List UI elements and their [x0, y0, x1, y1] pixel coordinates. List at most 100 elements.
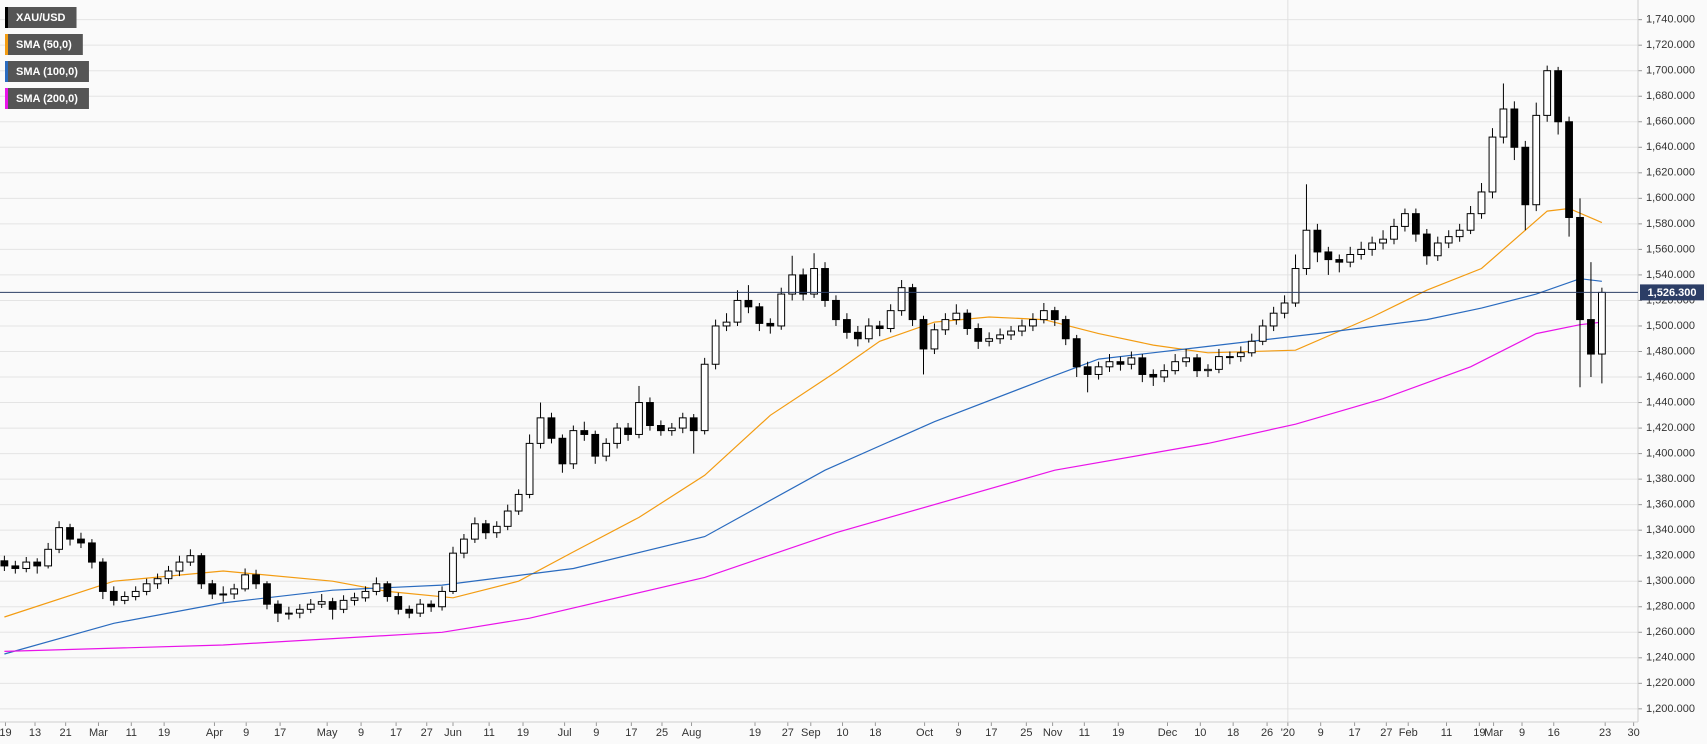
candle-body: [766, 322, 775, 327]
x-tick-label: 30: [1627, 727, 1639, 739]
candle-body: [558, 437, 567, 465]
y-tick-label: 1,220.000: [1646, 677, 1695, 689]
x-tick-label: 19: [158, 727, 170, 739]
y-tick-label: 1,480.000: [1646, 345, 1695, 357]
candle-body: [1587, 319, 1595, 355]
last-price-label: 1,526.300: [1648, 287, 1697, 299]
legend-label: XAU/USD: [16, 12, 66, 24]
x-tick-label: Mar: [89, 727, 108, 739]
x-tick-label: 17: [985, 727, 997, 739]
candle-body: [1171, 361, 1180, 372]
x-tick-label: 11: [1079, 727, 1090, 739]
x-tick-label: 9: [243, 727, 249, 739]
x-tick-label: Jul: [558, 727, 572, 739]
candle-body: [405, 608, 414, 614]
candle-body: [1018, 325, 1026, 332]
y-tick-label: 1,200.000: [1646, 703, 1695, 715]
legend-swatch: [5, 61, 8, 82]
candle-body: [1401, 213, 1409, 227]
y-tick-label: 1,540.000: [1646, 269, 1695, 281]
candle-body: [667, 427, 676, 432]
candle-body: [492, 525, 501, 534]
y-tick-label: 1,600.000: [1646, 192, 1695, 204]
y-tick-label: 1,380.000: [1646, 473, 1695, 485]
candle-body: [1258, 325, 1267, 342]
x-tick-label: 19: [749, 727, 761, 739]
candle-body: [186, 555, 195, 563]
x-tick-label: 26: [1261, 727, 1273, 739]
candle-body: [460, 538, 468, 554]
sma-line: [4, 278, 1602, 655]
candle-body: [591, 433, 600, 457]
candle-body: [328, 601, 337, 610]
candle-body: [930, 329, 939, 350]
candle-body: [656, 425, 665, 432]
candle-body: [416, 603, 425, 614]
last-price-box: [1640, 284, 1704, 301]
candle-body: [1521, 146, 1530, 206]
candle-body: [33, 561, 42, 567]
candle-body: [1433, 242, 1442, 257]
candle-body: [1455, 229, 1464, 238]
candle-body: [503, 510, 512, 527]
candle-body: [1029, 319, 1037, 327]
x-tick-label: Nov: [1043, 727, 1063, 739]
candle-body: [383, 583, 392, 598]
x-tick-label: 9: [1318, 727, 1324, 739]
candle-body: [449, 552, 457, 592]
legend-box: [5, 7, 77, 28]
candle-body: [952, 312, 961, 321]
candle-body: [1444, 236, 1453, 244]
candle-body: [1127, 357, 1136, 365]
candle-body: [1039, 310, 1048, 321]
legend-swatch: [5, 7, 8, 28]
candle-body: [1532, 114, 1541, 206]
candle-body: [711, 325, 720, 365]
candle-body: [864, 325, 873, 340]
candle-body: [263, 583, 271, 605]
candle-body: [361, 590, 370, 599]
candle-body: [580, 430, 589, 435]
candle-body: [1565, 121, 1573, 218]
x-tick-label: Mar: [1484, 727, 1503, 739]
candle-body: [1094, 366, 1103, 375]
x-tick-label: Aug: [682, 727, 702, 739]
candle-body: [1061, 319, 1070, 340]
candle-body: [919, 319, 928, 350]
candle-body: [700, 363, 709, 432]
candle-body: [230, 588, 239, 595]
candle-body: [1193, 357, 1201, 372]
x-tick-label: 17: [390, 727, 402, 739]
candle-body: [1149, 373, 1158, 378]
candle-body: [1346, 253, 1355, 263]
candle-body: [350, 597, 359, 601]
y-tick-label: 1,680.000: [1646, 90, 1695, 102]
candle-body: [1576, 216, 1584, 321]
candle-body: [1072, 338, 1081, 368]
y-tick-label: 1,360.000: [1646, 499, 1695, 511]
candle-body: [1477, 191, 1486, 215]
x-tick-label: 19: [0, 727, 12, 739]
candle-body: [777, 293, 786, 327]
candle-body: [1499, 108, 1508, 138]
candle-body: [208, 583, 217, 595]
candle-body: [635, 402, 643, 435]
candle-body: [613, 427, 622, 444]
x-tick-label: 18: [1227, 727, 1239, 739]
candle-body: [1116, 361, 1125, 365]
x-tick-label: 17: [625, 727, 637, 739]
legend-label: SMA (100,0): [16, 66, 78, 78]
candle-body: [832, 299, 840, 321]
y-tick-label: 1,340.000: [1646, 524, 1695, 536]
candle-body: [470, 523, 479, 540]
x-tick-label: 27: [782, 727, 794, 739]
x-tick-label: 10: [836, 727, 848, 739]
candle-body: [755, 306, 764, 324]
candle-body: [109, 590, 118, 601]
candle-body: [1379, 238, 1387, 244]
candle-body: [1543, 70, 1552, 116]
candle-body: [394, 596, 403, 610]
legend-label: SMA (200,0): [16, 93, 78, 105]
x-tick-label: 9: [1519, 727, 1525, 739]
candle-body: [1215, 356, 1223, 370]
